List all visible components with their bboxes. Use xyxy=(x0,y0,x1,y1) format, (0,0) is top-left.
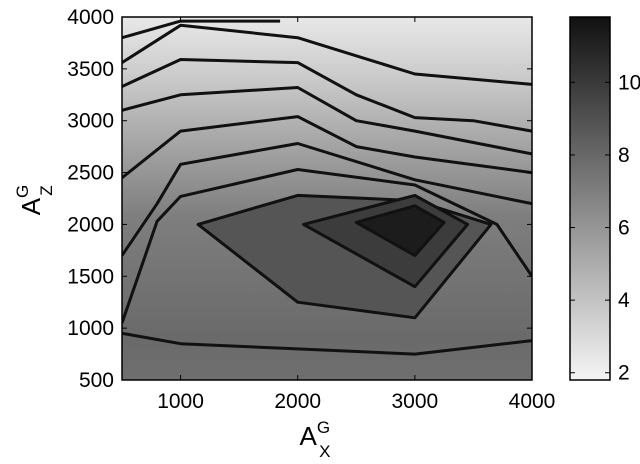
x-tick-label: 2000 xyxy=(274,390,321,413)
plot-frame xyxy=(121,16,533,381)
x-tick-label: 3000 xyxy=(391,390,438,413)
y-tick-label: 1000 xyxy=(67,317,114,340)
colorbar-tick-label: 8 xyxy=(618,144,630,167)
axes: 1000 2000 3000 4000 500 1000 1500 2000 2500 3000 3… xyxy=(67,6,555,413)
y-tick-label: 2000 xyxy=(67,213,114,236)
y-axis-label-sup: G xyxy=(13,185,32,198)
y-tick-label: 3500 xyxy=(67,58,114,81)
colorbar-tick-label: 6 xyxy=(618,217,630,240)
colorbar-gradient xyxy=(569,16,611,381)
x-axis-label-sup: G xyxy=(317,418,330,437)
contour-line xyxy=(122,58,532,133)
y-tick-label: 1500 xyxy=(67,265,114,288)
contour-line xyxy=(122,23,532,86)
y-axis-label: AG Z xyxy=(13,185,56,216)
y-tick-label: 500 xyxy=(79,369,114,392)
axis-labels: AG XAG Z xyxy=(13,185,331,461)
contour-line xyxy=(122,86,532,156)
y-axis-label-base: A xyxy=(16,197,46,215)
y-tick-label: 3000 xyxy=(67,110,114,133)
x-axis-label: AG X xyxy=(300,418,331,459)
contour-line xyxy=(122,168,532,324)
y-tick-label: 4000 xyxy=(67,6,114,29)
contour-line xyxy=(122,142,532,257)
contour-line xyxy=(122,331,532,356)
x-axis-label-sub: X xyxy=(319,442,330,459)
colorbar: 2 4 6 8 10 xyxy=(569,16,640,385)
colorbar-tick-label: 10 xyxy=(618,71,640,94)
y-axis-label-sub: Z xyxy=(37,185,56,195)
colorbar-tick-label: 4 xyxy=(618,289,630,312)
x-axis-label-base: A xyxy=(300,421,318,451)
contour-line xyxy=(354,204,446,257)
colorbar-tick-label: 2 xyxy=(618,362,630,385)
y-tick-label: 2500 xyxy=(67,162,114,185)
contour-lines xyxy=(122,19,532,356)
x-tick-label: 4000 xyxy=(509,390,556,413)
contour-line xyxy=(122,115,532,179)
x-tick-label: 1000 xyxy=(157,390,204,413)
